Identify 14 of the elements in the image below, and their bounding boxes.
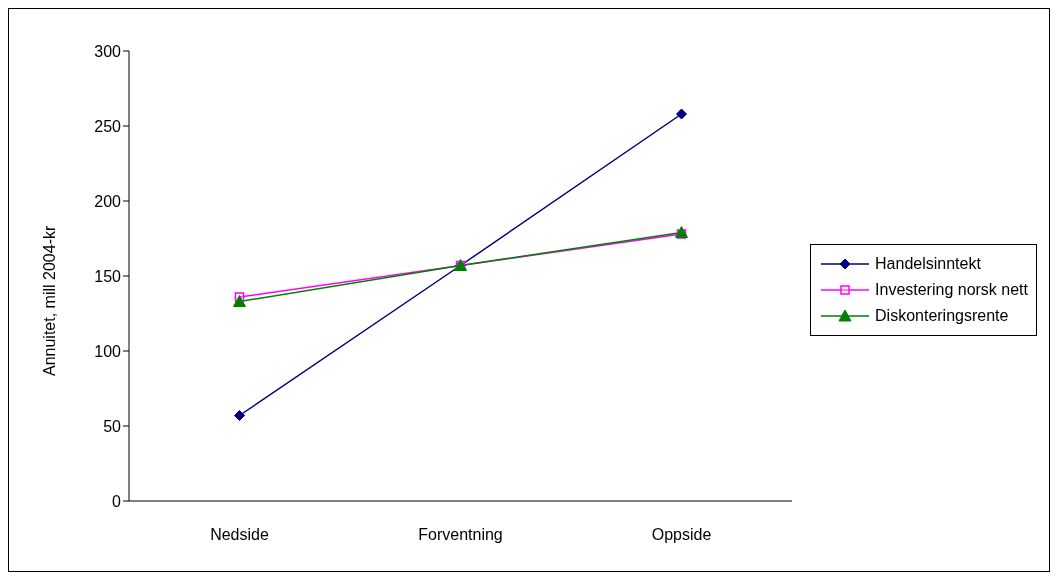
legend-label: Investering norsk nett xyxy=(875,280,1028,300)
y-tick-label: 50 xyxy=(103,417,122,435)
y-tick-label: 250 xyxy=(94,117,122,135)
legend-label: Handelsinntekt xyxy=(875,254,981,274)
legend-label: Diskonteringsrente xyxy=(875,306,1009,326)
y-tick-label: 0 xyxy=(112,492,122,510)
x-tick-label: Oppside xyxy=(651,526,712,544)
y-tick-label: 300 xyxy=(94,42,122,60)
x-tick-label: Forventning xyxy=(418,526,503,544)
y-tick-label: 200 xyxy=(94,192,122,210)
x-tick-label: Nedside xyxy=(210,526,269,544)
y-axis-title: Annuitet, mill 2004-kr xyxy=(40,225,58,376)
y-tick-label: 100 xyxy=(94,342,122,360)
y-tick-label: 150 xyxy=(94,267,122,285)
